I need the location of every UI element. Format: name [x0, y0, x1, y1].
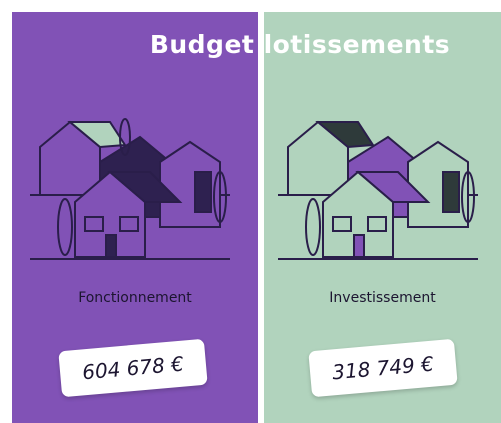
panel-investissement: Investissement 318 749 €: [264, 12, 501, 423]
panel-fonctionnement: Fonctionnement 604 678 €: [12, 12, 258, 423]
houses-illustration: [30, 118, 230, 260]
panel-label: Fonctionnement: [78, 290, 192, 306]
panel-label: Investissement: [329, 290, 436, 306]
page-title: Budget lotissements: [149, 30, 451, 59]
amount-card: 318 749 €: [308, 338, 458, 398]
houses-illustration: [278, 120, 478, 260]
amount-card: 604 678 €: [58, 338, 208, 398]
